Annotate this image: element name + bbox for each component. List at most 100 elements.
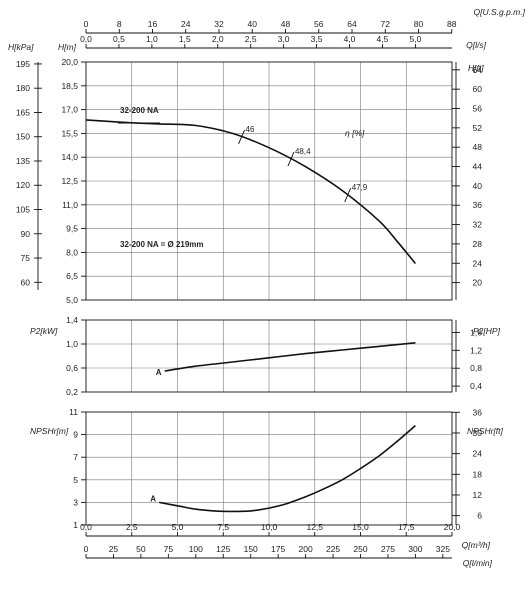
head-kpa-ticks: 60 75 90 105 120 135 150 165 180 195 xyxy=(16,59,42,287)
head-m-tick-label: 14,0 xyxy=(61,152,78,162)
ls-tick-label: 0,0 xyxy=(80,34,92,44)
m3h-ticks: 0,0 2,5 5,0 7,5 10,0 12,5 15,0 17,5 20,0 xyxy=(80,522,461,536)
ls-tick-label: 3,5 xyxy=(311,34,323,44)
lmin-tick-label: 100 xyxy=(189,544,203,554)
lmin-ticks: 0 25 50 75 100 125 150 175 200 225 250 275 300 325 xyxy=(84,544,450,558)
head-kpa-tick-label: 165 xyxy=(16,107,30,117)
head-m-tick-label: 9,5 xyxy=(66,224,78,234)
impeller-annotation: 32-200 NA = Ø 219mm xyxy=(120,240,204,249)
head-kpa-tick-label: 150 xyxy=(16,132,30,142)
head-ft-tick-label: 28 xyxy=(473,239,483,249)
npsh-curve-a xyxy=(159,424,416,513)
m3h-tick-label: 20,0 xyxy=(444,522,461,532)
efficiency-mark xyxy=(287,151,295,167)
usgpm-ticks: 0 8 16 24 32 40 48 56 64 72 80 88 xyxy=(84,19,457,33)
power-hp-tick-label: 1,2 xyxy=(470,345,482,355)
m3h-tick-label: 5,0 xyxy=(172,522,184,532)
head-kpa-tick-label: 90 xyxy=(21,229,31,239)
power-curve-a xyxy=(164,342,416,372)
usgpm-tick-label: 88 xyxy=(447,19,457,29)
head-kpa-axis-label: H[kPa] xyxy=(8,42,34,52)
usgpm-axis-label: Q[U.S.g.p.m.] xyxy=(474,7,526,17)
npsh-ft-tick-label: 18 xyxy=(473,469,483,479)
head-ft-tick-label: 44 xyxy=(473,162,483,172)
power-kw-ticks: 0,2 0,6 1,0 1,4 xyxy=(66,315,86,397)
m3h-tick-label: 17,5 xyxy=(398,522,415,532)
head-curve-32-200-na xyxy=(85,119,417,265)
power-hp-tick-label: 1,6 xyxy=(470,327,482,337)
head-m-tick-label: 8,0 xyxy=(66,247,78,257)
lmin-tick-label: 125 xyxy=(216,544,230,554)
npsh-ft-tick-label: 36 xyxy=(473,407,483,417)
head-kpa-tick-label: 120 xyxy=(16,180,30,190)
head-m-tick-label: 15,5 xyxy=(61,128,78,138)
npsh-ft-tick-label: 24 xyxy=(473,449,483,459)
npsh-ft-ticks: 6 12 18 24 30 36 xyxy=(452,407,483,521)
efficiency-mark-label: 46 xyxy=(246,125,255,134)
npsh-curve-tag: A xyxy=(150,494,156,503)
head-ft-tick-label: 60 xyxy=(473,84,483,94)
head-panel: H[kPa] H[m] H[ft] 5,0 6,5 8,0 9,5 11,0 12,5 14… xyxy=(8,42,484,305)
npsh-panel: NPSHr[m] NPSHr[ft] 1 3 5 7 9 11 6 12 18 24 30 36 A xyxy=(30,407,504,530)
lmin-tick-label: 75 xyxy=(164,544,174,554)
usgpm-tick-label: 24 xyxy=(181,19,191,29)
m3h-tick-label: 10,0 xyxy=(261,522,278,532)
lmin-tick-label: 325 xyxy=(436,544,450,554)
head-m-ticks: 5,0 6,5 8,0 9,5 11,0 12,5 14,0 15,5 17,0 18,5 20,0 xyxy=(61,57,86,305)
m3h-tick-label: 12,5 xyxy=(306,522,323,532)
m3h-tick-label: 2,5 xyxy=(126,522,138,532)
bottom-flow-axes: Q[m³/h] Q[l/min] 0,0 2,5 5,0 7,5 10,0 12,5 15,… xyxy=(80,522,493,568)
lmin-tick-label: 50 xyxy=(136,544,146,554)
usgpm-tick-label: 0 xyxy=(84,19,89,29)
m3h-tick-label: 15,0 xyxy=(352,522,369,532)
usgpm-tick-label: 72 xyxy=(381,19,391,29)
lmin-tick-label: 0 xyxy=(84,544,89,554)
head-m-tick-label: 11,0 xyxy=(62,200,78,210)
lmin-tick-label: 275 xyxy=(381,544,395,554)
usgpm-tick-label: 16 xyxy=(148,19,158,29)
power-kw-tick-label: 1,0 xyxy=(66,339,78,349)
head-kpa-tick-label: 195 xyxy=(16,59,30,69)
head-ft-tick-label: 40 xyxy=(473,181,483,191)
npsh-m-tick-label: 11 xyxy=(69,407,78,417)
head-kpa-tick-label: 180 xyxy=(16,83,30,93)
head-ft-tick-label: 24 xyxy=(473,258,483,268)
head-m-tick-label: 12,5 xyxy=(61,176,78,186)
usgpm-tick-label: 8 xyxy=(117,19,122,29)
power-curve-tag: A xyxy=(156,368,162,377)
head-ft-axis-label: H[ft] xyxy=(468,63,484,73)
efficiency-mark xyxy=(344,187,352,203)
power-panel: P2[kW] P2[HP] 0,20,61,01,4 0,40,81,21,6 … xyxy=(30,315,501,397)
head-m-tick-label: 18,5 xyxy=(61,81,78,91)
lmin-tick-label: 225 xyxy=(326,544,340,554)
ls-tick-label: 2,5 xyxy=(245,34,257,44)
npsh-m-tick-label: 1 xyxy=(73,520,78,530)
lmin-tick-label: 150 xyxy=(244,544,258,554)
usgpm-tick-label: 40 xyxy=(248,19,258,29)
lmin-tick-label: 25 xyxy=(109,544,119,554)
head-kpa-tick-label: 75 xyxy=(21,253,31,263)
npsh-m-axis-label: NPSHr[m] xyxy=(30,426,69,436)
usgpm-tick-label: 80 xyxy=(414,19,424,29)
power-kw-tick-label: 0,2 xyxy=(66,387,78,397)
ls-tick-label: 2,0 xyxy=(212,34,224,44)
npsh-m-tick-label: 7 xyxy=(73,452,78,462)
ls-tick-label: 4,5 xyxy=(377,34,389,44)
npsh-m-tick-label: 9 xyxy=(73,430,78,440)
ls-tick-label: 0,5 xyxy=(113,34,125,44)
head-ft-tick-label: 64 xyxy=(473,65,483,75)
head-kpa-tick-label: 135 xyxy=(16,156,30,166)
power-hp-axis-label: P2[HP] xyxy=(473,326,501,336)
npsh-ft-tick-label: 12 xyxy=(473,490,483,500)
head-m-tick-label: 6,5 xyxy=(66,271,78,281)
head-ft-tick-label: 56 xyxy=(473,104,483,114)
npsh-m-ticks: 1 3 5 7 9 11 xyxy=(69,407,86,530)
curve-tag-label: 32-200 NA xyxy=(120,106,159,115)
usgpm-tick-label: 32 xyxy=(214,19,224,29)
lmin-tick-label: 250 xyxy=(353,544,367,554)
ls-tick-label: 5,0 xyxy=(409,34,421,44)
npsh-m-tick-label: 5 xyxy=(73,475,78,485)
ls-tick-label: 4,0 xyxy=(344,34,356,44)
power-hp-tick-label: 0,8 xyxy=(470,363,482,373)
